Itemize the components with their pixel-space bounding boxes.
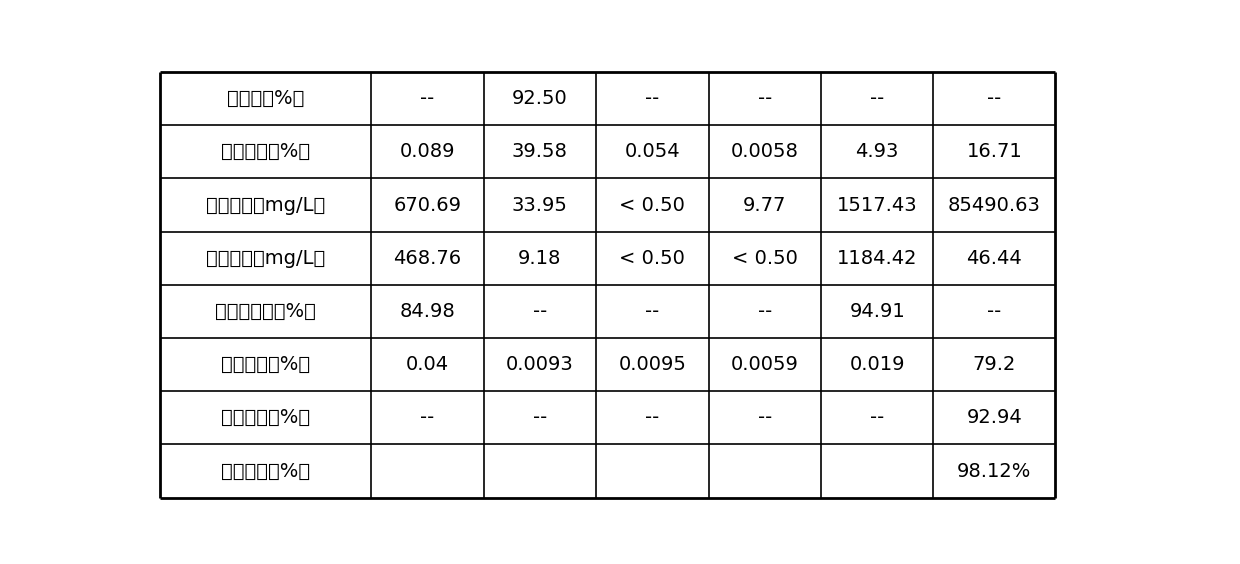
Text: --: -- bbox=[758, 302, 771, 321]
Text: --: -- bbox=[758, 408, 771, 428]
Text: --: -- bbox=[533, 302, 547, 321]
Text: 0.0095: 0.0095 bbox=[619, 355, 686, 374]
Text: 4.93: 4.93 bbox=[856, 142, 899, 161]
Text: 92.50: 92.50 bbox=[512, 89, 568, 108]
Text: --: -- bbox=[987, 302, 1002, 321]
Text: 9.18: 9.18 bbox=[518, 249, 562, 268]
Text: 0.019: 0.019 bbox=[849, 355, 905, 374]
Text: 39.58: 39.58 bbox=[512, 142, 568, 161]
Text: --: -- bbox=[420, 89, 434, 108]
Text: --: -- bbox=[987, 89, 1002, 108]
Text: 16.71: 16.71 bbox=[966, 142, 1022, 161]
Text: 79.2: 79.2 bbox=[972, 355, 1016, 374]
Text: 98.12%: 98.12% bbox=[957, 461, 1032, 481]
Text: 46.44: 46.44 bbox=[966, 249, 1022, 268]
Text: < 0.50: < 0.50 bbox=[620, 249, 686, 268]
Text: 84.98: 84.98 bbox=[399, 302, 455, 321]
Text: < 0.50: < 0.50 bbox=[732, 249, 797, 268]
Text: 85490.63: 85490.63 bbox=[949, 196, 1040, 214]
Text: 硇直收率（%）: 硇直收率（%） bbox=[221, 408, 310, 428]
Text: --: -- bbox=[420, 408, 434, 428]
Text: --: -- bbox=[533, 408, 547, 428]
Text: --: -- bbox=[870, 408, 884, 428]
Text: 0.0093: 0.0093 bbox=[506, 355, 574, 374]
Text: --: -- bbox=[870, 89, 884, 108]
Text: 1517.43: 1517.43 bbox=[837, 196, 918, 214]
Text: 94.91: 94.91 bbox=[849, 302, 905, 321]
Text: --: -- bbox=[758, 89, 771, 108]
Text: < 0.50: < 0.50 bbox=[620, 196, 686, 214]
Text: 33.95: 33.95 bbox=[512, 196, 568, 214]
Text: 二氧化硇（%）: 二氧化硇（%） bbox=[221, 355, 310, 374]
Text: --: -- bbox=[645, 89, 660, 108]
Text: 脖铜率（%）: 脖铜率（%） bbox=[227, 89, 304, 108]
Text: 670.69: 670.69 bbox=[393, 196, 461, 214]
Text: 9.77: 9.77 bbox=[743, 196, 786, 214]
Text: 分硇尾渣（%）: 分硇尾渣（%） bbox=[221, 142, 310, 161]
Text: 0.04: 0.04 bbox=[405, 355, 449, 374]
Text: 水解脔杂率（%）: 水解脔杂率（%） bbox=[215, 302, 316, 321]
Text: 硇浸出液（mg/L）: 硇浸出液（mg/L） bbox=[206, 196, 325, 214]
Text: 硇回收率（%）: 硇回收率（%） bbox=[221, 461, 310, 481]
Text: --: -- bbox=[645, 302, 660, 321]
Text: 水解后液（mg/L）: 水解后液（mg/L） bbox=[206, 249, 325, 268]
Text: 0.054: 0.054 bbox=[625, 142, 680, 161]
Text: 0.089: 0.089 bbox=[399, 142, 455, 161]
Text: 1184.42: 1184.42 bbox=[837, 249, 918, 268]
Text: --: -- bbox=[645, 408, 660, 428]
Text: 92.94: 92.94 bbox=[966, 408, 1022, 428]
Text: 468.76: 468.76 bbox=[393, 249, 461, 268]
Text: 0.0059: 0.0059 bbox=[730, 355, 799, 374]
Text: 0.0058: 0.0058 bbox=[730, 142, 799, 161]
